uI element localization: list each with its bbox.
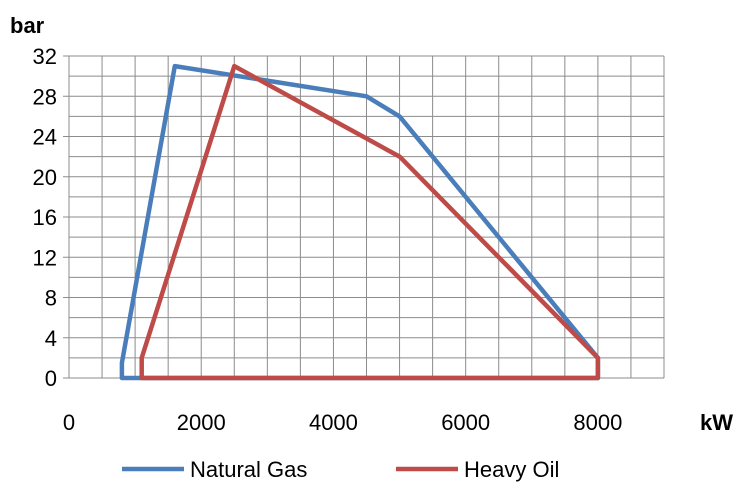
legend-label: Heavy Oil [464,457,559,482]
x-tick-label: 6000 [441,410,490,435]
y-tick-label: 0 [45,366,57,391]
series-layer [119,63,601,381]
x-tick-label: 2000 [177,410,226,435]
series-line-heavy-oil [139,63,601,381]
y-tick-label: 4 [45,326,57,351]
legend: Natural Gas Heavy Oil [122,457,559,482]
y-tick-label: 16 [33,205,57,230]
y-tick-label: 20 [33,165,57,190]
y-tick-label: 28 [33,84,57,109]
y-tick-label: 32 [33,44,57,69]
y-axis-unit: bar [10,13,45,38]
x-tick-label: 4000 [309,410,358,435]
y-tick-label: 24 [33,125,57,150]
y-tick-label: 12 [33,245,57,270]
legend-label: Natural Gas [190,457,307,482]
tick-labels: 0 4 8 12 16 20 24 28 32 0 2000 4000 6000 8000 [33,44,623,435]
x-tick-label: 0 [63,410,75,435]
x-tick-label: 8000 [573,410,622,435]
y-tick-label: 8 [45,286,57,311]
x-axis-unit: kW [700,410,733,435]
series-line-natural-gas [119,63,601,381]
